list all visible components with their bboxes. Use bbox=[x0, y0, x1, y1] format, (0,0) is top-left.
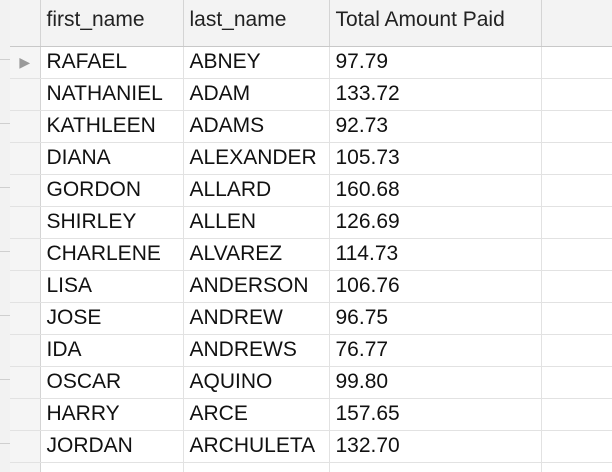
cell-last-name[interactable]: ADAMS bbox=[183, 110, 330, 143]
cell-total-amount-paid[interactable]: 160.68 bbox=[329, 174, 542, 207]
table-row[interactable]: JORDAN ARCHULETA 132.70 bbox=[10, 430, 612, 463]
cell-last-name[interactable]: ANDREWS bbox=[183, 334, 330, 367]
row-indicator[interactable] bbox=[10, 430, 41, 463]
table-row[interactable]: GORDON ALLARD 160.68 bbox=[10, 174, 612, 207]
cell-total-amount-paid[interactable]: 99.80 bbox=[329, 366, 542, 399]
cell-total-amount-paid[interactable] bbox=[329, 462, 542, 472]
cell-first-name[interactable]: LISA bbox=[40, 270, 184, 303]
cell-total-amount-paid[interactable]: 157.65 bbox=[329, 398, 542, 431]
row-indicator[interactable] bbox=[10, 270, 41, 303]
row-indicator[interactable] bbox=[10, 174, 41, 207]
table-row[interactable]: DIANA ALEXANDER 105.73 bbox=[10, 142, 612, 175]
cell-empty bbox=[541, 238, 612, 271]
cell-empty bbox=[541, 366, 612, 399]
row-indicator[interactable] bbox=[10, 142, 41, 175]
cell-total-amount-paid[interactable]: 106.76 bbox=[329, 270, 542, 303]
row-indicator[interactable] bbox=[10, 238, 41, 271]
table-row[interactable]: CHARLENE ALVAREZ 114.73 bbox=[10, 238, 612, 271]
row-indicator[interactable] bbox=[10, 398, 41, 431]
cell-empty bbox=[541, 142, 612, 175]
cell-last-name[interactable] bbox=[183, 462, 330, 472]
result-table: first_name last_name Total Amount Paid ▶… bbox=[10, 0, 612, 472]
cell-total-amount-paid[interactable]: 96.75 bbox=[329, 302, 542, 335]
table-row[interactable]: OSCAR AQUINO 99.80 bbox=[10, 366, 612, 399]
cell-total-amount-paid[interactable]: 126.69 bbox=[329, 206, 542, 239]
cell-total-amount-paid[interactable]: 114.73 bbox=[329, 238, 542, 271]
table-row[interactable]: LISA ANDERSON 106.76 bbox=[10, 270, 612, 303]
cell-first-name[interactable]: HARRY bbox=[40, 398, 184, 431]
cell-total-amount-paid[interactable]: 105.73 bbox=[329, 142, 542, 175]
cell-last-name[interactable]: ALLEN bbox=[183, 206, 330, 239]
column-header-first-name[interactable]: first_name bbox=[40, 0, 184, 47]
row-indicator[interactable] bbox=[10, 206, 41, 239]
cell-total-amount-paid[interactable]: 132.70 bbox=[329, 430, 542, 463]
cell-empty bbox=[541, 398, 612, 431]
cell-last-name[interactable]: ANDERSON bbox=[183, 270, 330, 303]
column-header-total-amount-paid[interactable]: Total Amount Paid bbox=[329, 0, 542, 47]
cell-empty bbox=[541, 174, 612, 207]
cell-first-name[interactable]: SHIRLEY bbox=[40, 206, 184, 239]
cell-last-name[interactable]: ABNEY bbox=[183, 46, 330, 79]
cell-last-name[interactable]: ALLARD bbox=[183, 174, 330, 207]
cell-last-name[interactable]: ARCHULETA bbox=[183, 430, 330, 463]
row-indicator[interactable] bbox=[10, 334, 41, 367]
cell-empty bbox=[541, 46, 612, 79]
cell-empty bbox=[541, 206, 612, 239]
row-indicator[interactable] bbox=[10, 462, 41, 472]
cell-last-name[interactable]: AQUINO bbox=[183, 366, 330, 399]
table-row[interactable]: KATHLEEN ADAMS 92.73 bbox=[10, 110, 612, 143]
row-indicator[interactable] bbox=[10, 302, 41, 335]
cell-first-name[interactable]: JORDAN bbox=[40, 430, 184, 463]
table-row[interactable]: SHIRLEY ALLEN 126.69 bbox=[10, 206, 612, 239]
cell-first-name[interactable]: GORDON bbox=[40, 174, 184, 207]
cell-empty bbox=[541, 110, 612, 143]
cell-first-name[interactable]: JOSE bbox=[40, 302, 184, 335]
cell-empty bbox=[541, 430, 612, 463]
cell-empty bbox=[541, 302, 612, 335]
cell-total-amount-paid[interactable]: 133.72 bbox=[329, 78, 542, 111]
cell-last-name[interactable]: ALEXANDER bbox=[183, 142, 330, 175]
cell-first-name[interactable]: DIANA bbox=[40, 142, 184, 175]
cell-first-name[interactable]: OSCAR bbox=[40, 366, 184, 399]
cell-total-amount-paid[interactable]: 92.73 bbox=[329, 110, 542, 143]
cell-first-name[interactable]: KATHLEEN bbox=[40, 110, 184, 143]
table-row-partial[interactable] bbox=[10, 462, 612, 472]
cell-empty bbox=[541, 270, 612, 303]
cell-first-name[interactable]: NATHANIEL bbox=[40, 78, 184, 111]
cell-last-name[interactable]: ANDREW bbox=[183, 302, 330, 335]
table-row[interactable]: JOSE ANDREW 96.75 bbox=[10, 302, 612, 335]
cell-last-name[interactable]: ADAM bbox=[183, 78, 330, 111]
cell-last-name[interactable]: ARCE bbox=[183, 398, 330, 431]
cell-empty bbox=[541, 78, 612, 111]
cell-first-name[interactable]: IDA bbox=[40, 334, 184, 367]
table-row[interactable]: ▶ RAFAEL ABNEY 97.79 bbox=[10, 46, 612, 79]
column-header-empty bbox=[541, 0, 612, 47]
cell-empty bbox=[541, 334, 612, 367]
row-indicator[interactable] bbox=[10, 366, 41, 399]
cell-total-amount-paid[interactable]: 76.77 bbox=[329, 334, 542, 367]
current-row-indicator-icon: ▶ bbox=[10, 46, 41, 79]
table-row[interactable]: IDA ANDREWS 76.77 bbox=[10, 334, 612, 367]
cell-total-amount-paid[interactable]: 97.79 bbox=[329, 46, 542, 79]
row-indicator-header bbox=[10, 0, 41, 47]
cell-first-name[interactable]: CHARLENE bbox=[40, 238, 184, 271]
cell-first-name[interactable] bbox=[40, 462, 184, 472]
table-row[interactable]: HARRY ARCE 157.65 bbox=[10, 398, 612, 431]
row-indicator[interactable] bbox=[10, 110, 41, 143]
cell-first-name[interactable]: RAFAEL bbox=[40, 46, 184, 79]
row-indicator[interactable] bbox=[10, 78, 41, 111]
column-header-last-name[interactable]: last_name bbox=[183, 0, 330, 47]
header-row: first_name last_name Total Amount Paid bbox=[10, 0, 612, 47]
cell-empty bbox=[541, 462, 612, 472]
cell-last-name[interactable]: ALVAREZ bbox=[183, 238, 330, 271]
table-row[interactable]: NATHANIEL ADAM 133.72 bbox=[10, 78, 612, 111]
